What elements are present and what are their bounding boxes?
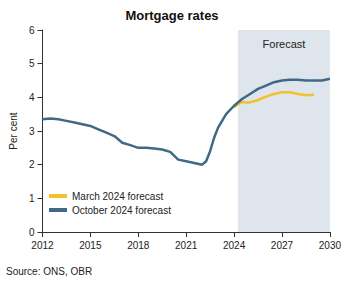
svg-text:Forecast: Forecast (263, 38, 306, 50)
svg-text:2021: 2021 (175, 240, 198, 251)
svg-text:2015: 2015 (79, 240, 102, 251)
svg-text:4: 4 (29, 92, 35, 103)
svg-text:2030: 2030 (319, 240, 342, 251)
svg-text:6: 6 (29, 25, 35, 36)
svg-text:2018: 2018 (127, 240, 150, 251)
svg-text:0: 0 (29, 227, 35, 238)
svg-text:5: 5 (29, 58, 35, 69)
svg-text:2: 2 (29, 159, 35, 170)
svg-text:Per cent: Per cent (8, 112, 19, 149)
svg-text:Mortgage rates: Mortgage rates (125, 8, 218, 23)
svg-text:October 2024 forecast: October 2024 forecast (72, 205, 171, 216)
svg-text:3: 3 (29, 126, 35, 137)
svg-text:1: 1 (29, 193, 35, 204)
svg-text:Source: ONS, OBR: Source: ONS, OBR (6, 266, 92, 277)
svg-text:2024: 2024 (223, 240, 246, 251)
svg-text:2027: 2027 (271, 240, 294, 251)
svg-text:2012: 2012 (31, 240, 54, 251)
svg-text:March 2024 forecast: March 2024 forecast (72, 191, 163, 202)
